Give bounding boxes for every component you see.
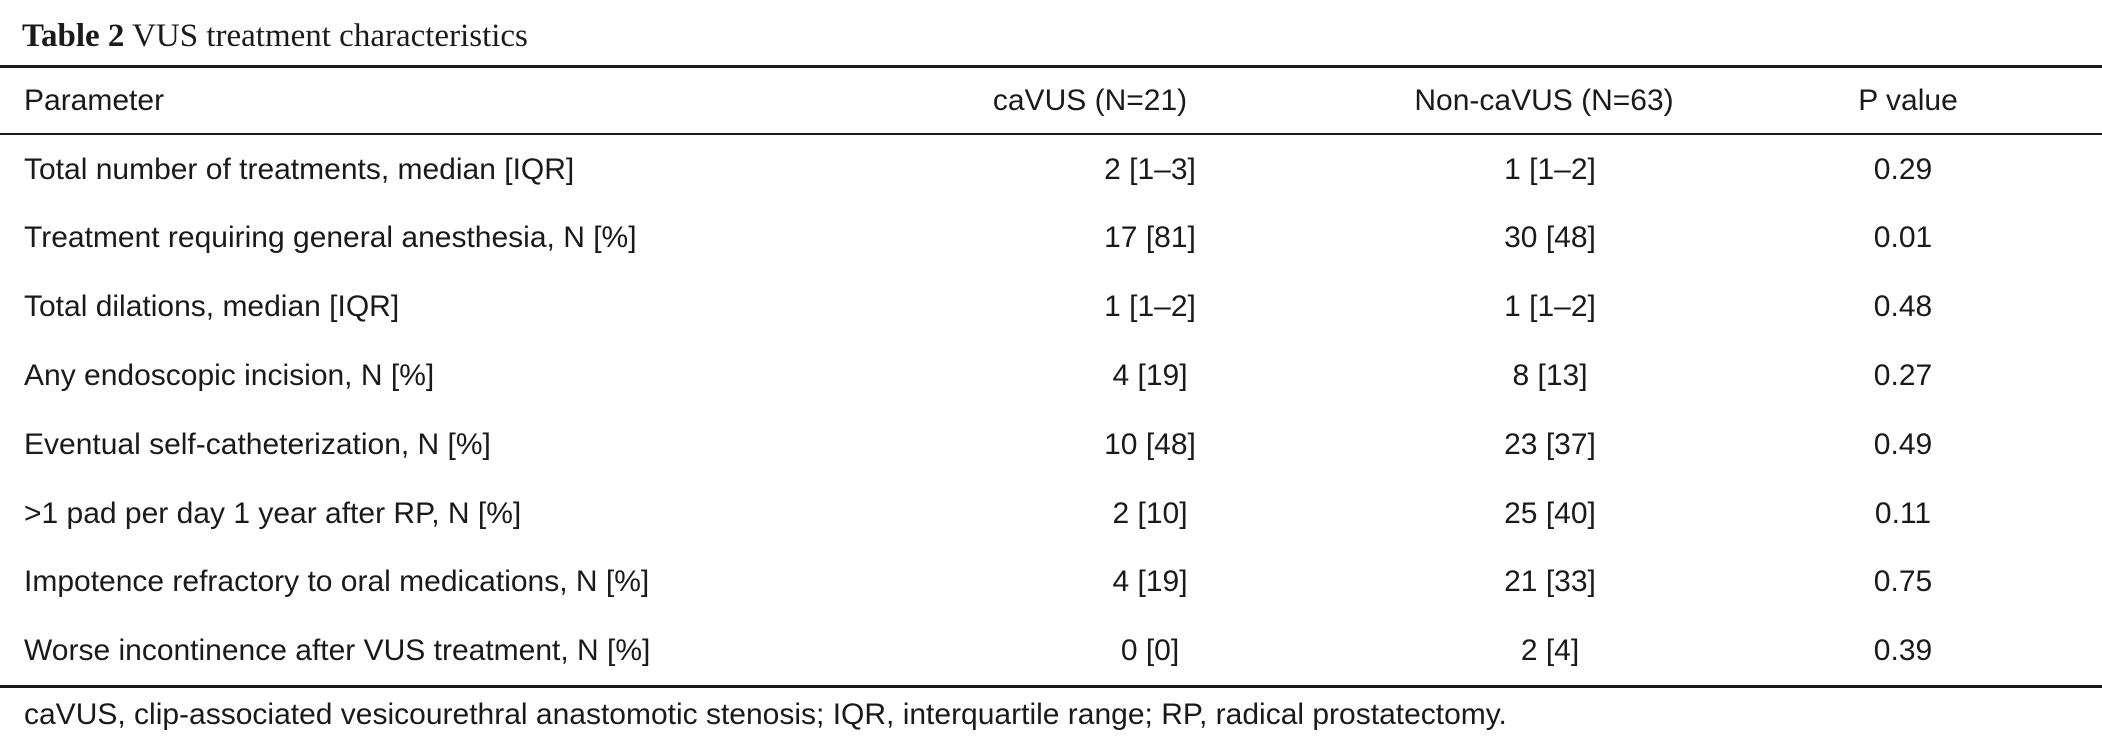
row-cavus-value: 2 [1–3]: [1104, 153, 1196, 186]
row-non-cavus-value: 21 [33]: [1504, 565, 1596, 598]
row-parameter: >1 pad per day 1 year after RP, N [%]: [24, 497, 522, 530]
row-cavus-value: 0 [0]: [1120, 634, 1180, 667]
row-parameter: Total number of treatments, median [IQR]: [24, 153, 575, 186]
row-p-value: 0.01: [1873, 221, 1933, 254]
row-non-cavus-value: 1 [1–2]: [1504, 290, 1596, 323]
row-p-value: 0.75: [1873, 565, 1933, 598]
header-cavus: caVUS (N=21): [992, 84, 1188, 117]
row-non-cavus-value: 2 [4]: [1520, 634, 1580, 667]
row-cavus-value: 10 [48]: [1104, 428, 1196, 461]
row-parameter: Impotence refractory to oral medications…: [24, 565, 650, 598]
table-footnote: caVUS, clip-associated vesicourethral an…: [24, 698, 1507, 731]
row-non-cavus-value: 30 [48]: [1504, 221, 1596, 254]
row-non-cavus-value: 23 [37]: [1504, 428, 1596, 461]
row-cavus-value: 4 [19]: [1112, 565, 1188, 598]
row-cavus-value: 4 [19]: [1112, 359, 1188, 392]
row-non-cavus-value: 8 [13]: [1512, 359, 1588, 392]
row-p-value: 0.48: [1873, 290, 1933, 323]
table-top-rule: [0, 65, 2102, 68]
row-p-value: 0.27: [1873, 359, 1933, 392]
row-non-cavus-value: 25 [40]: [1504, 497, 1596, 530]
row-p-value: 0.11: [1874, 497, 1932, 530]
header-p-value: P value: [1858, 84, 1958, 117]
table-caption-label: Table 2: [22, 18, 125, 54]
table-caption-title: VUS treatment characteristics: [132, 18, 528, 54]
row-parameter: Any endoscopic incision, N [%]: [24, 359, 435, 392]
row-cavus-value: 2 [10]: [1112, 497, 1188, 530]
row-parameter: Worse incontinence after VUS treatment, …: [24, 634, 651, 667]
row-parameter: Total dilations, median [IQR]: [24, 290, 400, 323]
table-caption: Table 2 VUS treatment characteristics: [22, 14, 528, 58]
row-parameter: Treatment requiring general anesthesia, …: [24, 221, 637, 254]
row-p-value: 0.29: [1873, 153, 1933, 186]
table-header-rule: [0, 133, 2102, 135]
header-non-cavus: Non-caVUS (N=63): [1414, 84, 1674, 117]
row-p-value: 0.49: [1873, 428, 1933, 461]
row-non-cavus-value: 1 [1–2]: [1504, 153, 1596, 186]
table-bottom-rule: [0, 685, 2102, 688]
row-cavus-value: 1 [1–2]: [1104, 290, 1196, 323]
row-parameter: Eventual self-catheterization, N [%]: [24, 428, 491, 461]
header-parameter: Parameter: [24, 84, 165, 117]
row-cavus-value: 17 [81]: [1104, 221, 1196, 254]
row-p-value: 0.39: [1873, 634, 1933, 667]
